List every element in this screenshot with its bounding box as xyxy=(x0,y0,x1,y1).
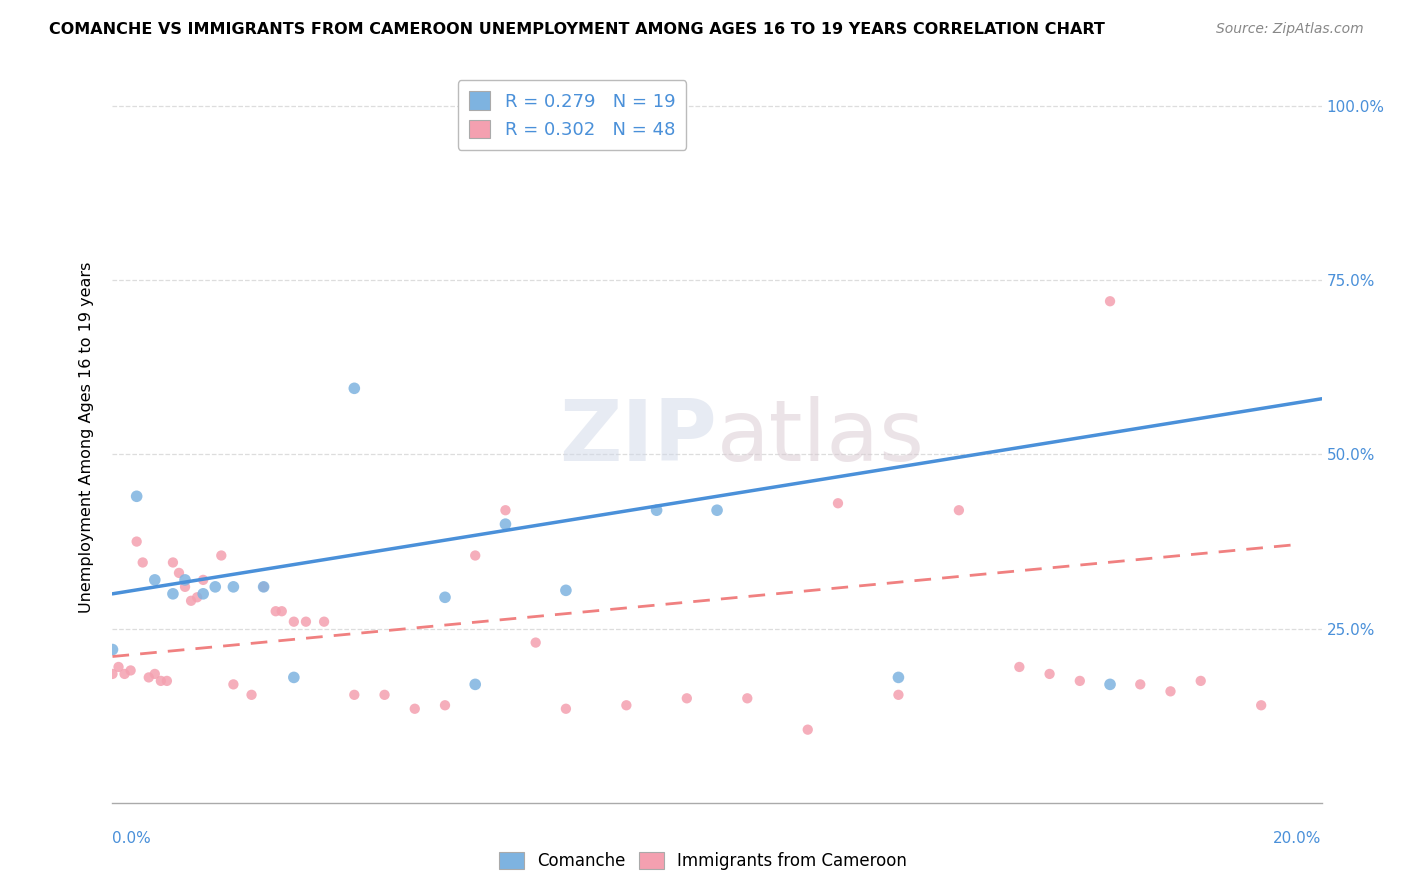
Point xyxy=(1069,673,1091,688)
Legend: Comanche, Immigrants from Cameroon: Comanche, Immigrants from Cameroon xyxy=(492,845,914,877)
Point xyxy=(1008,660,1031,674)
Point xyxy=(253,580,276,594)
Y-axis label: Unemployment Among Ages 16 to 19 years: Unemployment Among Ages 16 to 19 years xyxy=(79,261,94,613)
Point xyxy=(240,688,263,702)
Text: atlas: atlas xyxy=(717,395,925,479)
Point xyxy=(283,615,305,629)
Point xyxy=(101,667,124,681)
Point xyxy=(524,635,547,649)
Point xyxy=(495,503,517,517)
Point xyxy=(120,664,142,678)
Point xyxy=(464,549,486,563)
Point xyxy=(1098,294,1121,309)
Point xyxy=(295,615,318,629)
Point xyxy=(162,587,184,601)
Point xyxy=(796,723,818,737)
Point xyxy=(222,580,245,594)
Point xyxy=(554,702,576,716)
Point xyxy=(191,587,214,601)
Point xyxy=(645,503,668,517)
Point xyxy=(143,573,166,587)
Point xyxy=(264,604,287,618)
Point xyxy=(174,580,197,594)
Point xyxy=(143,667,166,681)
Point xyxy=(1098,677,1121,691)
Point xyxy=(107,660,129,674)
Point xyxy=(209,549,232,563)
Point xyxy=(186,591,208,605)
Point xyxy=(180,594,202,608)
Point xyxy=(374,688,396,702)
Point xyxy=(114,667,136,681)
Point xyxy=(283,670,305,684)
Point xyxy=(1189,673,1212,688)
Text: COMANCHE VS IMMIGRANTS FROM CAMEROON UNEMPLOYMENT AMONG AGES 16 TO 19 YEARS CORR: COMANCHE VS IMMIGRANTS FROM CAMEROON UNE… xyxy=(49,22,1105,37)
Point xyxy=(1038,667,1062,681)
Point xyxy=(616,698,638,713)
Point xyxy=(1159,684,1181,698)
Point xyxy=(204,580,226,594)
Point xyxy=(138,670,160,684)
Point xyxy=(222,677,245,691)
Point xyxy=(101,642,124,657)
Point xyxy=(1129,677,1152,691)
Point xyxy=(314,615,336,629)
Point xyxy=(433,698,456,713)
Point xyxy=(270,604,292,618)
Point xyxy=(887,670,910,684)
Point xyxy=(554,583,576,598)
Point xyxy=(706,503,728,517)
Point xyxy=(887,688,910,702)
Point xyxy=(156,673,179,688)
Text: Source: ZipAtlas.com: Source: ZipAtlas.com xyxy=(1216,22,1364,37)
Point xyxy=(827,496,849,510)
Point xyxy=(737,691,759,706)
Point xyxy=(675,691,697,706)
Legend: R = 0.279   N = 19, R = 0.302   N = 48: R = 0.279 N = 19, R = 0.302 N = 48 xyxy=(458,80,686,150)
Point xyxy=(464,677,486,691)
Text: ZIP: ZIP xyxy=(560,395,717,479)
Point xyxy=(125,489,148,503)
Point xyxy=(433,591,456,605)
Point xyxy=(948,503,970,517)
Point xyxy=(149,673,172,688)
Point xyxy=(167,566,190,580)
Point xyxy=(132,556,155,570)
Point xyxy=(162,556,184,570)
Text: 20.0%: 20.0% xyxy=(1274,831,1322,846)
Point xyxy=(191,573,214,587)
Point xyxy=(495,517,517,532)
Point xyxy=(404,702,426,716)
Point xyxy=(253,580,276,594)
Point xyxy=(174,573,197,587)
Point xyxy=(125,534,148,549)
Point xyxy=(343,381,366,395)
Text: 0.0%: 0.0% xyxy=(112,831,152,846)
Point xyxy=(1250,698,1272,713)
Point xyxy=(343,688,366,702)
